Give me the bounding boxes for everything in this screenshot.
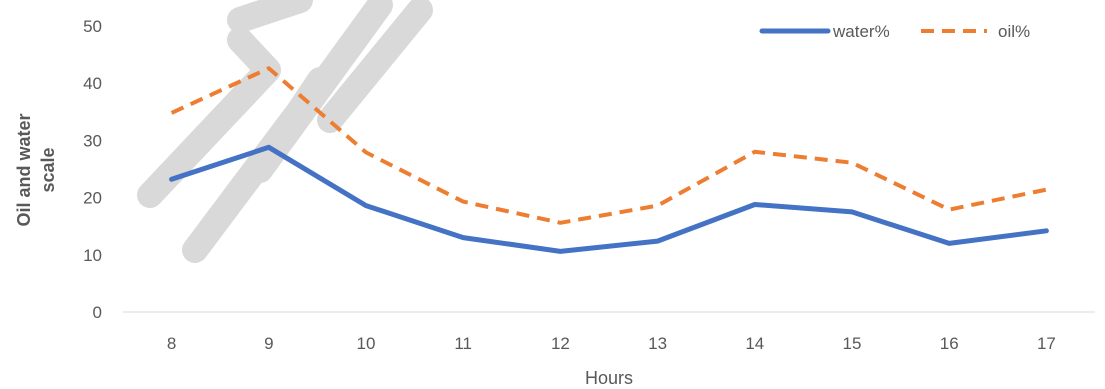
x-axis-title: Hours	[585, 368, 633, 388]
x-tick-label: 17	[1037, 334, 1056, 353]
y-tick-label: 40	[83, 74, 102, 93]
x-tick-label: 12	[551, 334, 570, 353]
series-line-water	[169, 144, 1049, 254]
x-tick-label: 15	[843, 334, 862, 353]
y-axis-ticks: 0 10 20 30 40 50	[83, 17, 102, 322]
x-axis-ticks: 8 9 10 11 12 13 14 15 16 17	[167, 334, 1056, 353]
y-tick-label: 10	[83, 246, 102, 265]
y-tick-label: 0	[93, 303, 102, 322]
x-tick-label: 11	[454, 334, 472, 353]
x-tick-label: 9	[264, 334, 273, 353]
legend-label-water: water%	[832, 22, 890, 41]
x-tick-label: 8	[167, 334, 176, 353]
x-tick-label: 16	[940, 334, 959, 353]
y-tick-label: 30	[83, 131, 102, 150]
x-tick-label: 13	[648, 334, 667, 353]
y-axis-title-line1: Oil and water	[14, 113, 34, 226]
x-tick-label: 14	[745, 334, 764, 353]
x-tick-label: 10	[357, 334, 376, 353]
series-layer	[169, 66, 1049, 254]
y-tick-label: 50	[83, 17, 102, 36]
y-tick-label: 20	[83, 189, 102, 208]
y-axis-title: Oil and water scale	[14, 113, 58, 226]
legend-label-oil: oil%	[998, 22, 1030, 41]
legend: water% oil%	[759, 22, 1030, 41]
y-axis-title-line2: scale	[38, 147, 58, 192]
series-line-oil	[170, 66, 1047, 225]
